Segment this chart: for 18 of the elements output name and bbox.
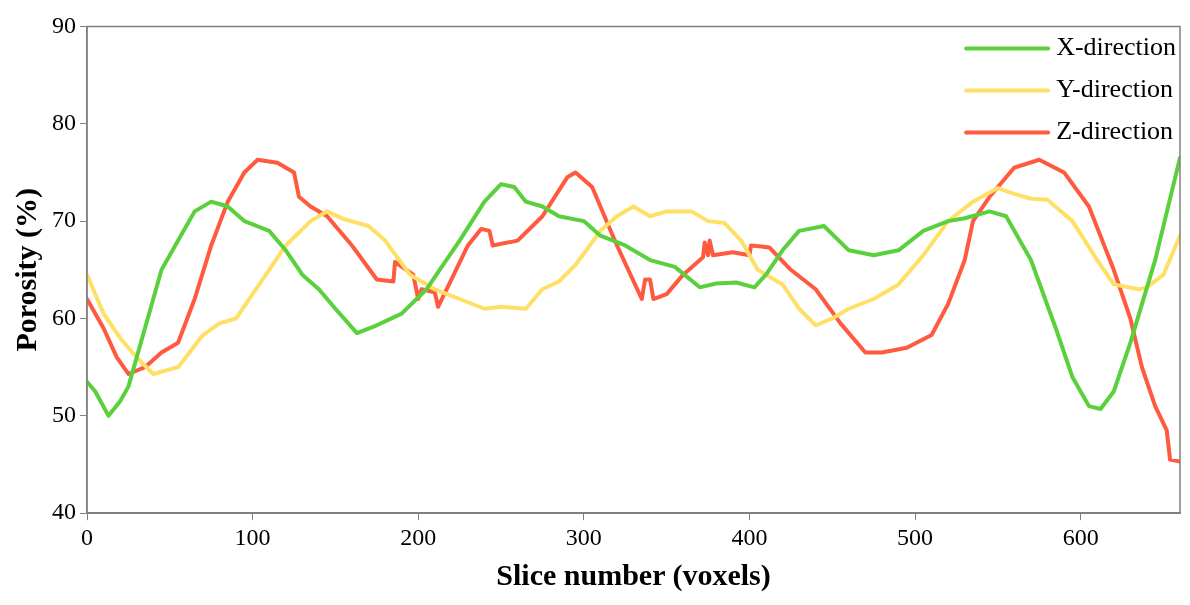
legend-label: Y-direction bbox=[1056, 74, 1174, 104]
x-tick-label: 400 bbox=[731, 523, 768, 550]
x-tick-label: 100 bbox=[234, 523, 271, 550]
y-tick-label: 40 bbox=[52, 498, 76, 525]
x-tick-label: 600 bbox=[1062, 523, 1099, 550]
y-tick-label: 60 bbox=[52, 303, 76, 330]
y-tick-label: 90 bbox=[52, 11, 76, 38]
legend-label: Z-direction bbox=[1056, 116, 1174, 146]
y-tick-label: 70 bbox=[52, 206, 76, 233]
x-axis-title: Slice number (voxels) bbox=[496, 557, 771, 592]
y-tick-label: 80 bbox=[52, 109, 76, 136]
y-tick-label: 50 bbox=[52, 401, 76, 428]
x-tick-label: 500 bbox=[897, 523, 934, 550]
x-tick-label: 200 bbox=[400, 523, 437, 550]
x-tick-label: 300 bbox=[565, 523, 602, 550]
x-tick-label: 0 bbox=[81, 523, 93, 550]
y-axis-title: Porosity (%) bbox=[8, 188, 43, 352]
legend-label: X-direction bbox=[1056, 32, 1176, 62]
